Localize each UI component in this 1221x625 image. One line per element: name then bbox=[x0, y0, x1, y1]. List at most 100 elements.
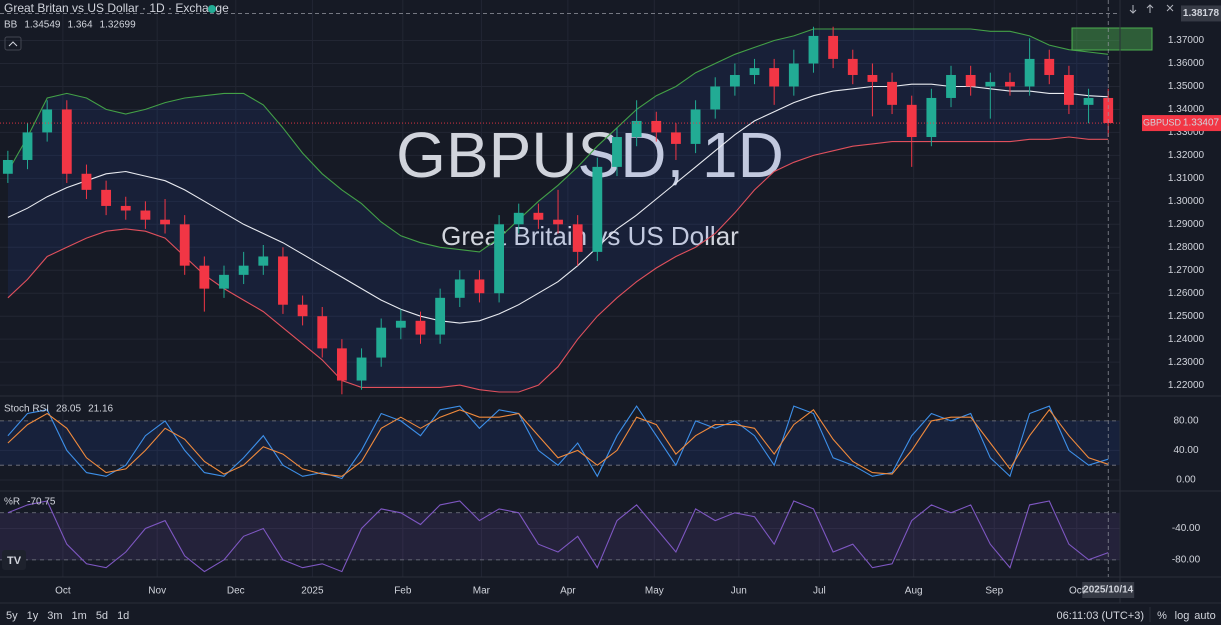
candle-body bbox=[729, 74, 740, 87]
candle-body bbox=[749, 68, 760, 75]
chart-title: Great Britan vs US Dollar · 1D · Exchang… bbox=[4, 1, 229, 15]
scale-button[interactable]: % bbox=[1157, 610, 1167, 622]
logo-text: TV bbox=[7, 555, 22, 567]
candle-body bbox=[258, 256, 269, 266]
collapse-button[interactable] bbox=[4, 36, 22, 51]
bollinger-lower bbox=[7, 136, 1109, 393]
candle-body bbox=[160, 219, 170, 225]
legend-entry: BB bbox=[4, 20, 18, 31]
y-tick-label: 80.00 bbox=[1173, 416, 1198, 427]
logo bbox=[2, 550, 26, 570]
candle-body bbox=[415, 320, 426, 335]
candle-body bbox=[454, 279, 465, 298]
candle-body bbox=[690, 109, 701, 144]
candle-body bbox=[101, 189, 112, 206]
y-tick-label: 1.32000 bbox=[1168, 150, 1205, 161]
candle-body bbox=[887, 81, 897, 105]
candle-body bbox=[219, 274, 229, 289]
y-tick-label: 1.28000 bbox=[1168, 242, 1205, 253]
legend-entry: 1.34549 bbox=[24, 20, 61, 31]
x-tick-label: Nov bbox=[148, 586, 166, 597]
candle-body bbox=[828, 35, 839, 59]
y-tick-label: 40.00 bbox=[1173, 445, 1198, 456]
candle-body bbox=[651, 120, 662, 133]
candle-body bbox=[867, 74, 878, 82]
crosshair-price-tag bbox=[1181, 5, 1221, 22]
y-tick-label: -80.00 bbox=[1172, 554, 1201, 565]
crosshair-date-tag bbox=[1082, 582, 1135, 598]
level-band bbox=[0, 512, 1120, 560]
legend-entry: %R bbox=[4, 497, 20, 508]
x-tick-label: Oct bbox=[55, 586, 71, 597]
pane bbox=[0, 405, 1120, 480]
candle-body bbox=[808, 35, 819, 64]
bollinger-upper bbox=[7, 28, 1109, 253]
candle-body bbox=[671, 132, 681, 144]
symbol-label: GBPUSD bbox=[1143, 117, 1182, 127]
candle-body bbox=[1083, 97, 1094, 105]
zone bbox=[1071, 27, 1153, 51]
timeframe-button[interactable]: 1y bbox=[27, 610, 39, 622]
candle-body bbox=[278, 256, 288, 305]
x-tick-label: Oct bbox=[1069, 586, 1085, 597]
timeframe-button[interactable]: 3m bbox=[47, 610, 62, 622]
candle-body bbox=[985, 81, 996, 87]
candle-body bbox=[1044, 58, 1055, 75]
candle-body bbox=[297, 304, 308, 317]
watermark-subtitle: Great Britain vs US Dollar bbox=[441, 221, 739, 251]
candle-body bbox=[81, 173, 92, 190]
x-tick-label: Apr bbox=[560, 586, 576, 597]
candle-body bbox=[710, 86, 721, 110]
price-tag bbox=[1182, 115, 1221, 132]
legend-entry: 1.364 bbox=[68, 20, 93, 31]
y-tick-label: 1.23000 bbox=[1168, 357, 1205, 368]
y-tick-label: 1.36000 bbox=[1168, 58, 1205, 69]
x-tick-label: Sep bbox=[985, 586, 1003, 597]
williams-r bbox=[7, 500, 1109, 573]
timeframe-button[interactable]: 5y bbox=[6, 610, 18, 622]
toolbar-icons[interactable] bbox=[1129, 4, 1174, 14]
x-tick-label: Aug bbox=[905, 586, 923, 597]
legend-entry: 28.05 bbox=[56, 404, 81, 415]
x-tick-label: Jul bbox=[813, 586, 826, 597]
candle-body bbox=[376, 327, 387, 358]
legend-entry: 1.32699 bbox=[100, 20, 137, 31]
x-tick-label: Jun bbox=[731, 586, 747, 597]
candle-body bbox=[1024, 58, 1035, 87]
candle-body bbox=[533, 212, 544, 220]
y-tick-label: 1.22000 bbox=[1168, 380, 1205, 391]
collapse-icon bbox=[8, 41, 18, 47]
candle-body bbox=[946, 74, 956, 98]
candle-body bbox=[336, 348, 347, 381]
x-tick-label: Mar bbox=[473, 586, 491, 597]
crosshair-date: 2025/10/14 bbox=[1083, 585, 1133, 596]
pane: GBPUSD, 1D Great Britain vs US Dollar bbox=[2, 26, 1114, 395]
timeframe-button[interactable]: 1d bbox=[117, 610, 129, 622]
candle-body bbox=[317, 316, 328, 349]
clock: 06:11:03 (UTC+3) bbox=[1056, 610, 1144, 622]
candle-body bbox=[356, 357, 367, 381]
candle-body bbox=[435, 297, 446, 335]
watermark: GBPUSD, 1D bbox=[396, 119, 784, 191]
status-dot bbox=[208, 5, 216, 13]
x-tick-label: Dec bbox=[227, 586, 245, 597]
candle-body bbox=[572, 224, 583, 252]
timeframe-button[interactable]: 5d bbox=[96, 610, 108, 622]
candle-body bbox=[513, 212, 524, 225]
timeframe-button[interactable]: 1m bbox=[72, 610, 87, 622]
y-tick-label: 1.34000 bbox=[1168, 104, 1205, 115]
candle-body bbox=[1103, 97, 1114, 124]
symbol-tag bbox=[1142, 115, 1182, 132]
candle-body bbox=[140, 210, 151, 220]
y-tick-label: 1.30000 bbox=[1168, 196, 1205, 207]
candle-body bbox=[788, 63, 799, 87]
candle-body bbox=[238, 265, 249, 275]
scale-button[interactable]: log bbox=[1175, 610, 1190, 622]
y-tick-label: 1.37000 bbox=[1168, 35, 1205, 46]
y-tick-label: 1.35000 bbox=[1168, 81, 1205, 92]
scale-button[interactable]: auto bbox=[1194, 610, 1215, 622]
legend-entry: Stoch RSI bbox=[4, 404, 49, 415]
